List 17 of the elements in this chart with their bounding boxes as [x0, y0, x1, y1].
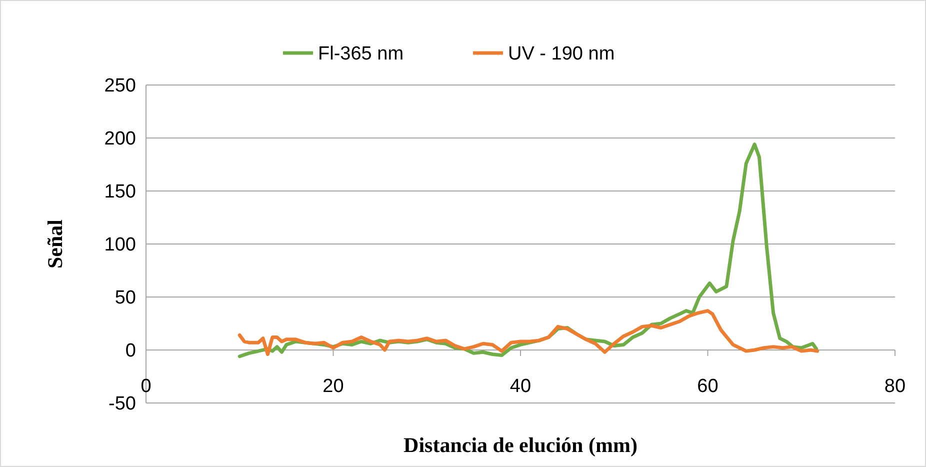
legend-label: Fl-365 nm: [318, 44, 404, 65]
x-tick-label: 0: [140, 376, 152, 397]
x-axis-title: Distancia de elución (mm): [404, 433, 638, 457]
y-tick-label: 100: [104, 234, 136, 256]
y-tick-label: 150: [104, 182, 136, 203]
y-tick-label: 250: [104, 76, 136, 97]
x-tick-label: 20: [322, 376, 344, 397]
x-tick-label: 40: [510, 376, 532, 397]
x-tick-label: 60: [697, 376, 718, 397]
y-tick-label: 50: [114, 288, 136, 309]
y-tick-label: -50: [108, 394, 136, 415]
y-tick-label: 200: [104, 128, 136, 150]
y-axis-title: Señal: [43, 219, 67, 269]
x-tick-label: 80: [884, 376, 906, 397]
line-series: [238, 309, 820, 356]
legend-label: UV - 190 nm: [508, 44, 615, 65]
y-tick-label: 0: [125, 340, 136, 362]
